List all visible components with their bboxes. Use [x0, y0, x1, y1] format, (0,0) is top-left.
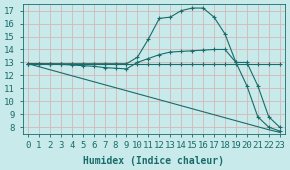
- X-axis label: Humidex (Indice chaleur): Humidex (Indice chaleur): [83, 156, 224, 166]
